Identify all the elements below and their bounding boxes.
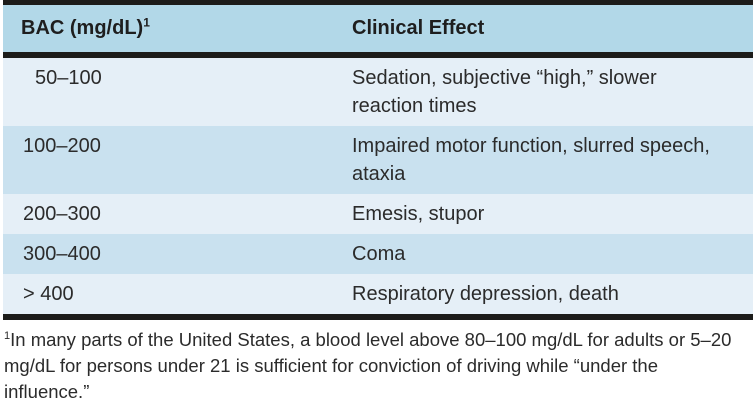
footnote: 1In many parts of the United States, a b… <box>3 320 745 405</box>
effect-cell: Impaired motor function, slurred speech,… <box>352 132 753 188</box>
bac-cell: 300–400 <box>23 243 101 265</box>
bac-cell: 200–300 <box>23 203 101 225</box>
footnote-text: In many parts of the United States, a bl… <box>4 329 732 402</box>
table-row: 100–200 Impaired motor function, slurred… <box>3 126 753 194</box>
table-header-row: BAC (mg/dL)1 Clinical Effect <box>3 5 753 52</box>
effect-text: Respiratory depression, death <box>352 283 619 305</box>
table-row: 200–300 Emesis, stupor <box>3 194 753 234</box>
effect-text: Sedation, subjective “high,” slower reac… <box>352 67 657 117</box>
bac-cell: > 400 <box>23 283 74 305</box>
table-body: 50–100 Sedation, subjective “high,” slow… <box>3 58 753 314</box>
table-row: > 400 Respiratory depression, death <box>3 274 753 314</box>
effect-cell: Respiratory depression, death <box>352 280 753 308</box>
effect-cell: Emesis, stupor <box>352 200 753 228</box>
bac-table: BAC (mg/dL)1 Clinical Effect 50–100 Seda… <box>3 0 753 405</box>
header-cell-clinical-effect: Clinical Effect <box>352 17 753 40</box>
header-effect-label: Clinical Effect <box>352 17 485 39</box>
table-top-rule <box>3 0 753 5</box>
table-row: 50–100 Sedation, subjective “high,” slow… <box>3 58 753 126</box>
effect-cell: Coma <box>352 240 753 268</box>
effect-text: Impaired motor function, slurred speech,… <box>352 135 710 185</box>
header-bac-label: BAC (mg/dL) <box>21 17 144 39</box>
effect-cell: Sedation, subjective “high,” slower reac… <box>352 64 753 120</box>
effect-text: Emesis, stupor <box>352 203 485 225</box>
table-row: 300–400 Coma <box>3 234 753 274</box>
table-header-rule <box>3 52 753 58</box>
header-bac-footnote-marker: 1 <box>143 15 150 30</box>
table-bottom-rule <box>3 314 753 320</box>
bac-cell: 100–200 <box>23 135 101 157</box>
effect-text: Coma <box>352 243 406 265</box>
header-cell-bac: BAC (mg/dL)1 <box>3 15 352 40</box>
bac-cell: 50–100 <box>35 67 102 89</box>
footnote-marker: 1 <box>4 329 11 342</box>
